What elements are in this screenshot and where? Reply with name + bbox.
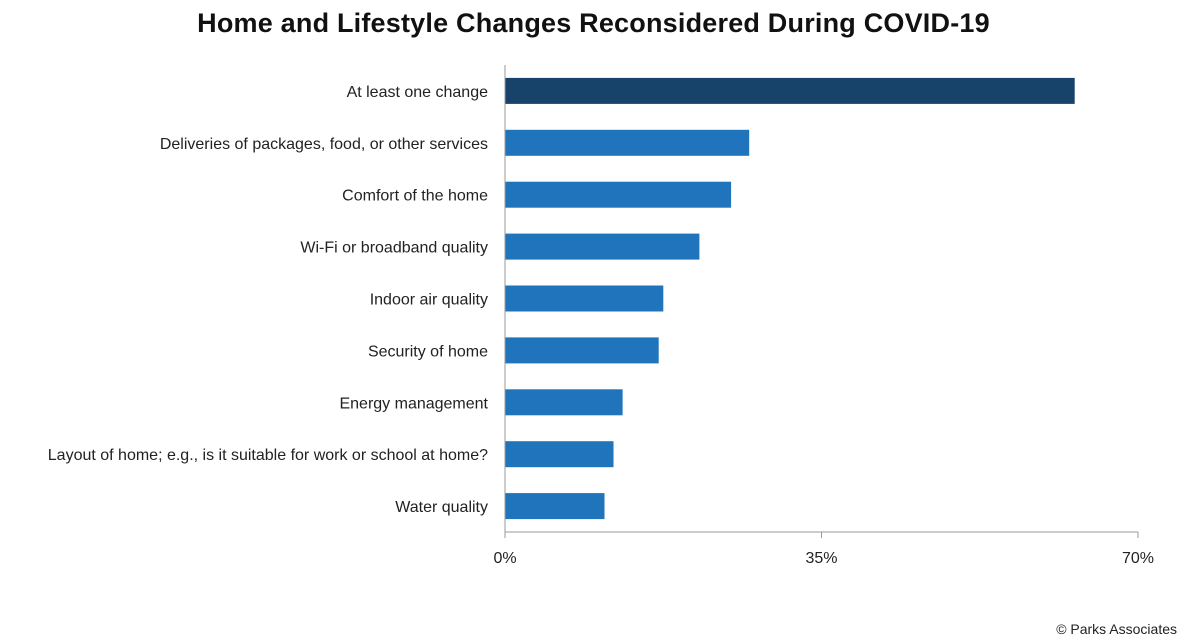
bar-0: [505, 77, 1075, 104]
bar-1: [505, 129, 750, 156]
bar-7: [505, 441, 614, 468]
category-label-2: Comfort of the home: [342, 188, 488, 205]
category-label-4: Indoor air quality: [370, 292, 488, 309]
bar-8: [505, 493, 605, 520]
category-label-3: Wi-Fi or broadband quality: [300, 240, 488, 257]
bar-4: [505, 285, 664, 312]
category-label-8: Water quality: [395, 499, 488, 516]
category-label-6: Energy management: [339, 395, 488, 412]
copyright-text: © Parks Associates: [1056, 621, 1177, 637]
category-label-7: Layout of home; e.g., is it suitable for…: [48, 447, 488, 464]
bar-3: [505, 233, 700, 260]
category-label-0: At least one change: [347, 84, 489, 101]
bar-5: [505, 337, 659, 364]
bar-2: [505, 181, 732, 208]
chart-title: Home and Lifestyle Changes Reconsidered …: [197, 8, 990, 38]
x-tick-label-1: 35%: [805, 550, 837, 567]
bar-6: [505, 389, 623, 416]
x-tick-label-0: 0%: [493, 550, 516, 567]
category-label-5: Security of home: [368, 343, 488, 360]
x-tick-label-2: 70%: [1122, 550, 1154, 567]
category-label-1: Deliveries of packages, food, or other s…: [160, 136, 488, 153]
